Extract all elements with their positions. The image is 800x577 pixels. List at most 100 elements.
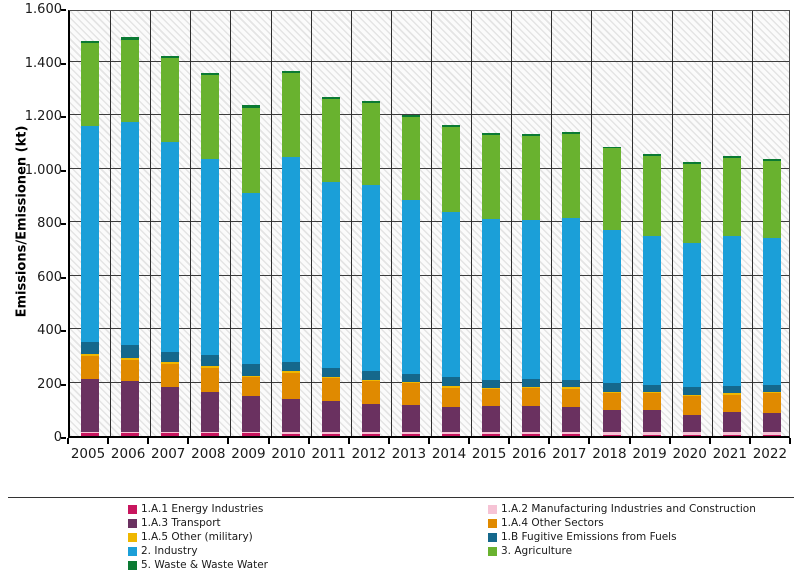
bar-segment	[401, 116, 420, 200]
gridline-horizontal	[70, 381, 789, 383]
gridline-vertical	[711, 11, 713, 436]
bar-segment	[762, 160, 781, 238]
bar-segment	[482, 379, 501, 389]
y-tick-mark	[61, 9, 66, 11]
x-tick-mark	[548, 438, 551, 444]
bar-segment	[241, 377, 260, 396]
bar-segment	[161, 351, 180, 363]
bar-segment	[81, 378, 100, 432]
x-tick-label: 2007	[151, 446, 186, 462]
bar-segment	[321, 377, 340, 401]
bar-segment	[562, 132, 581, 134]
bar-segment	[201, 72, 220, 75]
gridline-horizontal	[70, 60, 789, 62]
legend-item: 1.A.1 Energy Industries	[128, 502, 268, 516]
bar-segment	[642, 385, 661, 393]
bar-segment	[121, 121, 140, 346]
bar-segment	[522, 219, 541, 379]
x-tick-mark	[387, 438, 390, 444]
bar-segment	[442, 126, 461, 212]
bar-segment	[281, 71, 300, 74]
bar-segment	[161, 432, 180, 434]
bar-2010	[281, 8, 300, 436]
y-tick-mark	[61, 330, 66, 332]
bar-segment	[81, 42, 100, 126]
bar-segment	[121, 432, 140, 434]
bar-segment	[81, 40, 100, 43]
bar-segment	[602, 392, 621, 410]
legend-label: 1.A.3 Transport	[141, 517, 221, 529]
bar-segment	[361, 380, 380, 404]
bar-segment	[642, 434, 661, 436]
legend-swatch	[488, 546, 497, 556]
bar-segment	[121, 359, 140, 382]
bar-segment	[361, 432, 380, 434]
bar-segment	[361, 433, 380, 436]
bar-segment	[522, 378, 541, 387]
bar-segment	[81, 342, 100, 355]
bar-segment	[522, 406, 541, 433]
bar-segment	[562, 134, 581, 218]
legend-swatch	[128, 518, 137, 528]
bar-segment	[241, 107, 260, 193]
bar-segment	[562, 432, 581, 435]
bar-segment	[682, 163, 701, 244]
bar-segment	[442, 377, 461, 387]
x-tick-label: 2016	[512, 446, 547, 462]
bar-2014	[442, 8, 461, 436]
y-tick-mark	[61, 116, 66, 118]
legend-swatch	[128, 546, 137, 556]
x-tick-label: 2022	[752, 446, 788, 462]
plot-area	[68, 10, 790, 438]
bar-2013	[401, 8, 420, 436]
bar-segment	[81, 433, 100, 436]
bar-segment	[482, 434, 501, 436]
bar-segment	[762, 393, 781, 413]
bar-segment	[241, 433, 260, 436]
bar-segment	[361, 403, 380, 433]
y-tick-mark	[61, 276, 66, 279]
bar-segment	[121, 381, 140, 432]
bar-segment	[562, 388, 581, 408]
bar-segment	[361, 102, 380, 186]
bar-segment	[442, 434, 461, 436]
bar-segment	[722, 412, 741, 432]
x-tick-label: 2010	[271, 446, 306, 462]
bar-segment	[241, 375, 260, 378]
bar-segment	[522, 432, 541, 435]
x-tick-label: 2014	[431, 446, 467, 462]
x-tick-mark	[307, 438, 310, 444]
bar-segment	[562, 434, 581, 436]
bar-segment	[161, 58, 180, 142]
bar-segment	[201, 367, 220, 392]
bar-segment	[401, 374, 420, 382]
bar-segment	[602, 434, 621, 436]
legend-swatch	[488, 518, 497, 528]
gridline-vertical	[310, 11, 312, 436]
x-tick-mark	[748, 438, 751, 444]
bar-segment	[682, 243, 701, 388]
legend-label: 1.A.4 Other Sectors	[501, 517, 604, 529]
y-tick-label: 400	[37, 323, 62, 338]
bar-segment	[482, 406, 501, 433]
bar-segment	[281, 73, 300, 157]
bar-segment	[602, 148, 621, 230]
bar-segment	[762, 384, 781, 393]
x-tick-label: 2020	[672, 446, 707, 462]
legend-label: 2. Industry	[141, 545, 198, 557]
x-tick-mark	[227, 438, 230, 444]
x-tick-mark	[147, 438, 150, 444]
bar-segment	[562, 217, 581, 380]
bar-segment	[442, 407, 461, 433]
bar-segment	[562, 387, 581, 389]
bar-segment	[201, 391, 220, 432]
y-tick-mark	[61, 62, 66, 65]
gridline-vertical	[591, 11, 593, 436]
bar-segment	[642, 236, 661, 386]
bar-segment	[642, 392, 661, 394]
bar-segment	[522, 134, 541, 136]
x-tick-mark	[628, 438, 631, 444]
bar-segment	[722, 156, 741, 159]
bar-segment	[201, 432, 220, 434]
